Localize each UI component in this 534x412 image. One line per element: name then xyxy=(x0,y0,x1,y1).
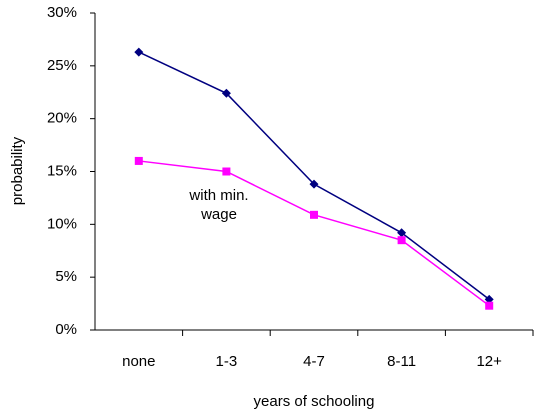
marker xyxy=(397,228,407,238)
y-tick-label: 30% xyxy=(47,4,77,21)
y-tick-label: 10% xyxy=(47,215,77,232)
x-tick-label: none xyxy=(122,353,155,370)
marker xyxy=(485,301,494,310)
x-tick-label: 4-7 xyxy=(303,353,325,370)
x-tick-label: 1-3 xyxy=(216,353,238,370)
marker xyxy=(310,210,318,219)
series-line xyxy=(138,51,490,300)
y-axis-title: probability xyxy=(9,136,26,205)
x-tick-label: 8-11 xyxy=(387,353,416,370)
y-tick-label: 5% xyxy=(55,268,77,285)
marker xyxy=(221,88,231,98)
y-tick-label: 20% xyxy=(47,110,77,127)
x-tick-label: 12+ xyxy=(476,353,502,370)
marker xyxy=(397,236,406,245)
x-axis-title: years of schooling xyxy=(254,393,375,410)
marker xyxy=(309,179,319,189)
marker xyxy=(222,167,231,176)
marker xyxy=(134,156,143,165)
y-tick-label: 25% xyxy=(47,57,77,74)
y-tick-label: 15% xyxy=(47,162,77,179)
y-tick-label: 0% xyxy=(55,321,77,338)
marker xyxy=(134,47,144,57)
annotation: with min. wage xyxy=(189,187,249,223)
marker xyxy=(484,294,494,304)
